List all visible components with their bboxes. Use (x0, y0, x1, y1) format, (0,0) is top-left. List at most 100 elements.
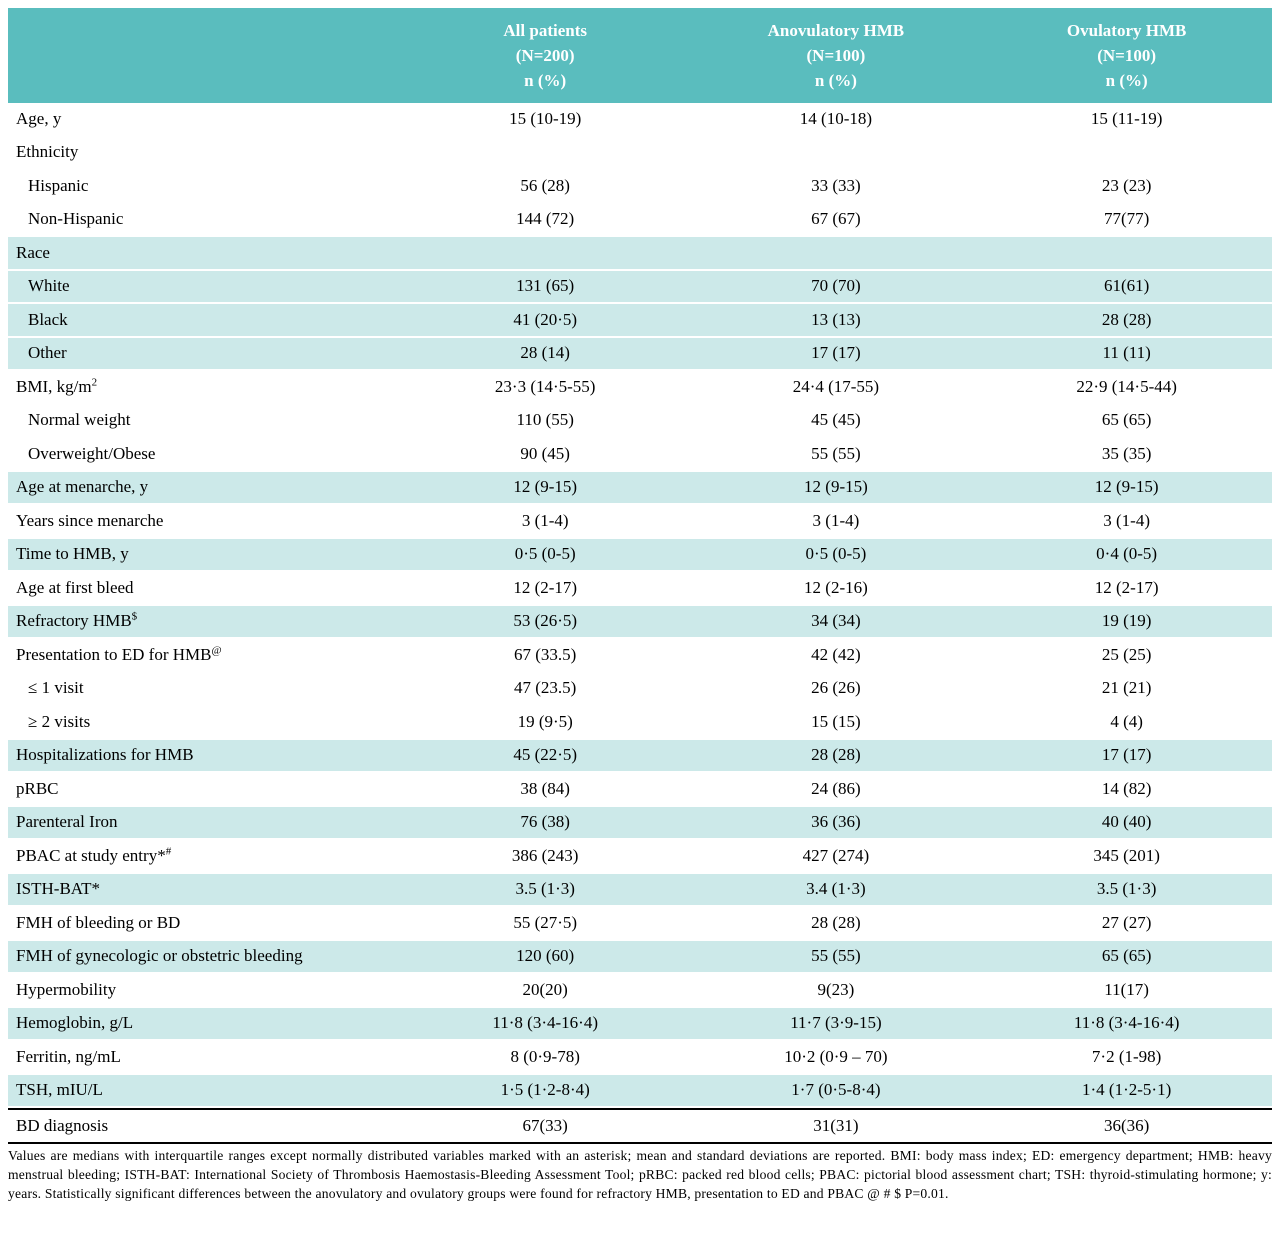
row-label: Hemoglobin, g/L (8, 1007, 400, 1041)
cell-value: 28 (14) (399, 337, 691, 371)
column-header-line: Ovulatory HMB (1066, 21, 1187, 40)
cell-value: 45 (22·5) (399, 739, 691, 773)
cell-value: 41 (20·5) (399, 304, 691, 338)
cell-value: 56 (28) (399, 170, 691, 204)
cell-value: 24 (86) (690, 773, 982, 807)
cell-value (690, 237, 982, 271)
row-label: ISTH-BAT* (8, 873, 400, 907)
cell-value: 61(61) (981, 270, 1272, 304)
cell-value (690, 136, 982, 170)
cell-value: 0·5 (0-5) (690, 538, 982, 572)
table-row: BD diagnosis 67(33) 31(31) 36(36) (8, 1108, 1272, 1144)
row-label: Black (8, 304, 400, 338)
row-label: Hypermobility (8, 974, 400, 1008)
cell-value: 25 (25) (981, 639, 1272, 673)
cell-value: 67(33) (399, 1108, 691, 1144)
cell-value: 427 (274) (690, 840, 982, 874)
cell-value: 11 (11) (981, 337, 1272, 371)
cell-value (399, 237, 691, 271)
cell-value: 40 (40) (981, 806, 1272, 840)
row-label: ≤ 1 visit (8, 672, 400, 706)
row-label-superscript: @ (211, 644, 222, 657)
table-footnote: Values are medians with interquartile ra… (8, 1147, 1272, 1202)
cell-value: 1·4 (1·2-5·1) (981, 1074, 1272, 1108)
cell-value: 7·2 (1-98) (981, 1041, 1272, 1075)
table-row: Years since menarche 3 (1-4) 3 (1-4) 3 (1-4… (8, 505, 1272, 539)
cell-value: 26 (26) (690, 672, 982, 706)
row-label: BMI, kg/m2 (8, 371, 400, 405)
table-row: Ferritin, ng/mL 8 (0·9-78) 10·2 (0·9 – 70)… (8, 1041, 1272, 1075)
row-label: Other (8, 337, 400, 371)
cell-value: 3 (1-4) (981, 505, 1272, 539)
table-row: FMH of bleeding or BD 55 (27·5) 28 (28) 27 … (8, 907, 1272, 941)
cell-value: 35 (35) (981, 438, 1272, 472)
table-row: ≤ 1 visit 47 (23.5) 26 (26) 21 (21) (8, 672, 1272, 706)
table-row: Non-Hispanic 144 (72) 67 (67) 77(77) (8, 203, 1272, 237)
cell-value: 1·5 (1·2-8·4) (399, 1074, 691, 1108)
column-header: Anovulatory HMB (N=100) n (%) (690, 8, 982, 103)
column-header-line: All patients (503, 21, 587, 40)
table-row: Ethnicity (8, 136, 1272, 170)
table-row: White 131 (65) 70 (70) 61(61) (8, 270, 1272, 304)
patient-characteristics-page: All patients (N=200) n (%) Anovulatory HMB (… (8, 8, 1272, 1202)
table-row: ≥ 2 visits 19 (9·5) 15 (15) 4 (4) (8, 706, 1272, 740)
column-header: All patients (N=200) n (%) (399, 8, 691, 103)
row-label: FMH of gynecologic or obstetric bleeding (8, 940, 400, 974)
cell-value: 55 (27·5) (399, 907, 691, 941)
table-row: Hospitalizations for HMB 45 (22·5) 28 (28)… (8, 739, 1272, 773)
row-label: Overweight/Obese (8, 438, 400, 472)
cell-value: 31(31) (690, 1108, 982, 1144)
cell-value: 36(36) (981, 1108, 1272, 1144)
cell-value: 36 (36) (690, 806, 982, 840)
cell-value: 345 (201) (981, 840, 1272, 874)
cell-value: 33 (33) (690, 170, 982, 204)
header-empty-cell (8, 8, 400, 103)
column-header-line: (N=200) (515, 46, 575, 65)
cell-value: 67 (67) (690, 203, 982, 237)
row-label-superscript: $ (131, 610, 138, 623)
table-row: TSH, mIU/L 1·5 (1·2-8·4) 1·7 (0·5-8·4) 1·4 … (8, 1074, 1272, 1108)
row-label: FMH of bleeding or BD (8, 907, 400, 941)
cell-value: 65 (65) (981, 404, 1272, 438)
cell-value: 19 (9·5) (399, 706, 691, 740)
column-header-line: (N=100) (806, 46, 866, 65)
cell-value: 53 (26·5) (399, 605, 691, 639)
row-label: Age at menarche, y (8, 471, 400, 505)
table-row: Black 41 (20·5) 13 (13) 28 (28) (8, 304, 1272, 338)
cell-value: 12 (2-16) (690, 572, 982, 606)
cell-value: 24·4 (17-55) (690, 371, 982, 405)
cell-value: 55 (55) (690, 438, 982, 472)
row-label: ≥ 2 visits (8, 706, 400, 740)
cell-value: 12 (2-17) (981, 572, 1272, 606)
table-row: Time to HMB, y 0·5 (0-5) 0·5 (0-5) 0·4 (0-5… (8, 538, 1272, 572)
column-header: Ovulatory HMB (N=100) n (%) (981, 8, 1272, 103)
cell-value: 67 (33.5) (399, 639, 691, 673)
row-label: Refractory HMB$ (8, 605, 400, 639)
table-row: Age at first bleed 12 (2-17) 12 (2-16) 12 (… (8, 572, 1272, 606)
cell-value: 12 (9-15) (399, 471, 691, 505)
cell-value: 12 (9-15) (690, 471, 982, 505)
cell-value (981, 237, 1272, 271)
cell-value: 42 (42) (690, 639, 982, 673)
column-header-line: n (%) (524, 71, 567, 90)
table-row: Hemoglobin, g/L 11·8 (3·4-16·4) 11·7 (3·9-… (8, 1007, 1272, 1041)
row-label: Normal weight (8, 404, 400, 438)
table-row: Age, y 15 (10-19) 14 (10-18) 15 (11-19) (8, 103, 1272, 137)
cell-value: 20(20) (399, 974, 691, 1008)
row-label: Parenteral Iron (8, 806, 400, 840)
column-header-line: (N=100) (1097, 46, 1157, 65)
column-header-line: n (%) (1105, 71, 1148, 90)
cell-value: 11·8 (3·4-16·4) (399, 1007, 691, 1041)
row-label: Age, y (8, 103, 400, 137)
row-label: Time to HMB, y (8, 538, 400, 572)
table-row: FMH of gynecologic or obstetric bleeding… (8, 940, 1272, 974)
row-label: Non-Hispanic (8, 203, 400, 237)
row-label: pRBC (8, 773, 400, 807)
cell-value: 1·7 (0·5-8·4) (690, 1074, 982, 1108)
cell-value: 4 (4) (981, 706, 1272, 740)
cell-value: 28 (28) (690, 907, 982, 941)
cell-value: 19 (19) (981, 605, 1272, 639)
cell-value: 11(17) (981, 974, 1272, 1008)
patient-characteristics-table: All patients (N=200) n (%) Anovulatory HMB (… (8, 8, 1272, 1144)
cell-value: 131 (65) (399, 270, 691, 304)
